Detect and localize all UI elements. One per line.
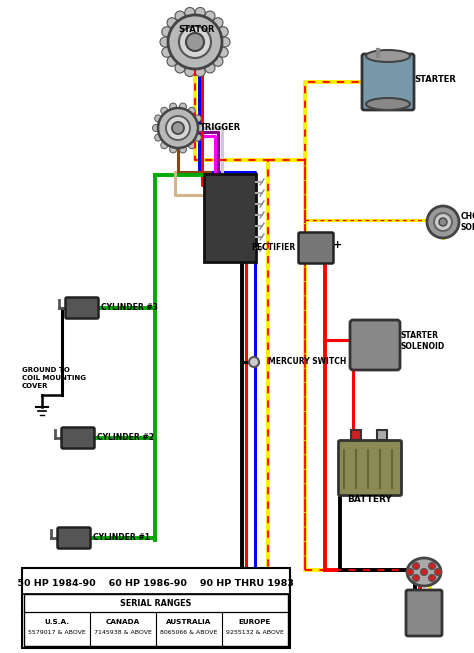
Circle shape	[185, 67, 195, 76]
Text: U.S.A.: U.S.A.	[45, 619, 70, 625]
Circle shape	[197, 125, 203, 131]
Circle shape	[179, 146, 186, 153]
Circle shape	[213, 56, 223, 67]
Circle shape	[168, 15, 222, 69]
FancyBboxPatch shape	[299, 232, 334, 264]
Circle shape	[188, 142, 195, 149]
FancyBboxPatch shape	[57, 528, 91, 549]
Text: 50 HP 1984-90    60 HP 1986-90    90 HP THRU 1983: 50 HP 1984-90 60 HP 1986-90 90 HP THRU 1…	[11, 579, 301, 588]
Circle shape	[161, 142, 168, 149]
Circle shape	[170, 146, 177, 153]
Circle shape	[167, 18, 177, 27]
Circle shape	[427, 206, 459, 238]
FancyBboxPatch shape	[338, 441, 401, 496]
Circle shape	[179, 103, 186, 110]
Text: 7145938 & ABOVE: 7145938 & ABOVE	[94, 629, 152, 635]
Circle shape	[186, 33, 204, 51]
Bar	[22, 568, 290, 648]
Circle shape	[155, 134, 162, 141]
Text: 9255132 & ABOVE: 9255132 & ABOVE	[226, 629, 284, 635]
Circle shape	[160, 37, 170, 47]
Circle shape	[407, 569, 413, 575]
Text: +: +	[333, 240, 342, 250]
FancyBboxPatch shape	[377, 430, 387, 440]
Circle shape	[172, 122, 184, 134]
Circle shape	[249, 357, 259, 367]
FancyBboxPatch shape	[204, 174, 256, 262]
Circle shape	[195, 7, 205, 18]
Text: SERIAL RANGES: SERIAL RANGES	[120, 599, 191, 609]
Ellipse shape	[407, 558, 441, 586]
Text: CYLINDER #3: CYLINDER #3	[101, 304, 158, 313]
Circle shape	[185, 7, 195, 18]
Text: RECTIFIER: RECTIFIER	[252, 244, 296, 253]
Circle shape	[195, 67, 205, 76]
Text: TRIGGER: TRIGGER	[200, 123, 241, 133]
Text: CYLINDER #1: CYLINDER #1	[93, 534, 150, 543]
Text: 8065066 & ABOVE: 8065066 & ABOVE	[160, 629, 218, 635]
Circle shape	[175, 11, 185, 21]
Text: MERCURY SWITCH: MERCURY SWITCH	[268, 357, 346, 366]
Circle shape	[218, 47, 228, 57]
Circle shape	[435, 569, 441, 575]
Circle shape	[218, 27, 228, 37]
Circle shape	[162, 47, 172, 57]
Circle shape	[170, 103, 177, 110]
Text: STATOR: STATOR	[179, 25, 215, 34]
Circle shape	[434, 213, 452, 231]
Circle shape	[220, 37, 230, 47]
Text: AUSTRALIA: AUSTRALIA	[166, 619, 212, 625]
Text: EUROPE: EUROPE	[239, 619, 271, 625]
Circle shape	[188, 107, 195, 114]
FancyBboxPatch shape	[350, 320, 400, 370]
FancyBboxPatch shape	[62, 428, 94, 449]
FancyBboxPatch shape	[362, 54, 414, 110]
Circle shape	[420, 569, 428, 575]
Text: STARTER: STARTER	[414, 76, 456, 84]
Circle shape	[179, 26, 211, 58]
Text: BATTERY: BATTERY	[347, 495, 392, 504]
Text: 5579017 & ABOVE: 5579017 & ABOVE	[28, 629, 86, 635]
Circle shape	[412, 575, 419, 582]
Circle shape	[194, 134, 201, 141]
Text: GROUND TO
COIL MOUNTING
COVER: GROUND TO COIL MOUNTING COVER	[22, 368, 86, 389]
Circle shape	[166, 116, 190, 140]
Ellipse shape	[366, 98, 410, 110]
FancyBboxPatch shape	[406, 590, 442, 636]
Text: CANADA: CANADA	[106, 619, 140, 625]
Circle shape	[162, 27, 172, 37]
Circle shape	[161, 107, 168, 114]
Circle shape	[213, 18, 223, 27]
Circle shape	[412, 562, 419, 569]
Circle shape	[205, 63, 215, 73]
Circle shape	[205, 11, 215, 21]
Circle shape	[175, 63, 185, 73]
Text: STARTER
SOLENOID: STARTER SOLENOID	[401, 331, 445, 351]
Circle shape	[167, 56, 177, 67]
Circle shape	[194, 115, 201, 122]
Circle shape	[155, 115, 162, 122]
FancyBboxPatch shape	[65, 298, 99, 319]
Text: CYLINDER #2: CYLINDER #2	[97, 434, 154, 443]
FancyBboxPatch shape	[351, 430, 361, 440]
Circle shape	[158, 108, 198, 148]
Circle shape	[153, 125, 159, 131]
Circle shape	[439, 218, 447, 226]
Ellipse shape	[366, 50, 410, 62]
Circle shape	[428, 575, 436, 582]
Bar	[24, 594, 288, 646]
Text: CHOKE
SOLENOID: CHOKE SOLENOID	[461, 212, 474, 232]
Circle shape	[428, 562, 436, 569]
